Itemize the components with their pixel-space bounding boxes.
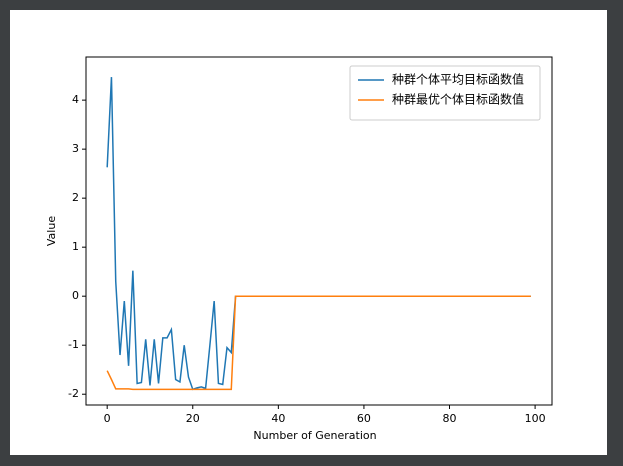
line-series <box>106 295 531 391</box>
x-tick-label: 40 <box>271 412 285 425</box>
legend-label: 种群最优个体目标函数值 <box>392 92 524 107</box>
x-tick-label: 20 <box>186 412 200 425</box>
y-tick-label: 0 <box>72 289 79 302</box>
x-tick-label: 60 <box>357 412 371 425</box>
y-tick-label: 2 <box>72 191 79 204</box>
legend-box <box>349 65 541 121</box>
y-tick-label: -2 <box>68 387 79 400</box>
y-axis-label: Value <box>45 216 58 246</box>
x-axis-label: Number of Generation <box>253 429 376 442</box>
y-tick-label: 1 <box>72 240 79 253</box>
x-tick-label: 0 <box>104 412 111 425</box>
y-tick-label: 3 <box>72 142 79 155</box>
legend-label: 种群个体平均目标函数值 <box>392 72 524 87</box>
y-tick-label: -1 <box>68 338 79 351</box>
x-tick-label: 80 <box>443 412 457 425</box>
x-tick-label: 100 <box>525 412 546 425</box>
plot-frame <box>85 56 553 406</box>
y-tick-label: 4 <box>72 93 79 106</box>
